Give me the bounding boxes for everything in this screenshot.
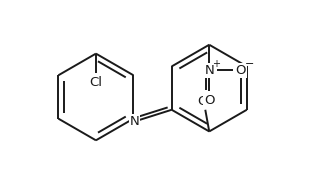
Text: −: − (245, 60, 254, 69)
Text: N: N (129, 115, 139, 128)
Text: O: O (204, 94, 215, 107)
Text: Cl: Cl (197, 95, 210, 108)
Text: Cl: Cl (89, 76, 102, 89)
Text: O: O (236, 64, 246, 77)
Text: N: N (204, 64, 214, 77)
Text: +: + (212, 60, 220, 69)
